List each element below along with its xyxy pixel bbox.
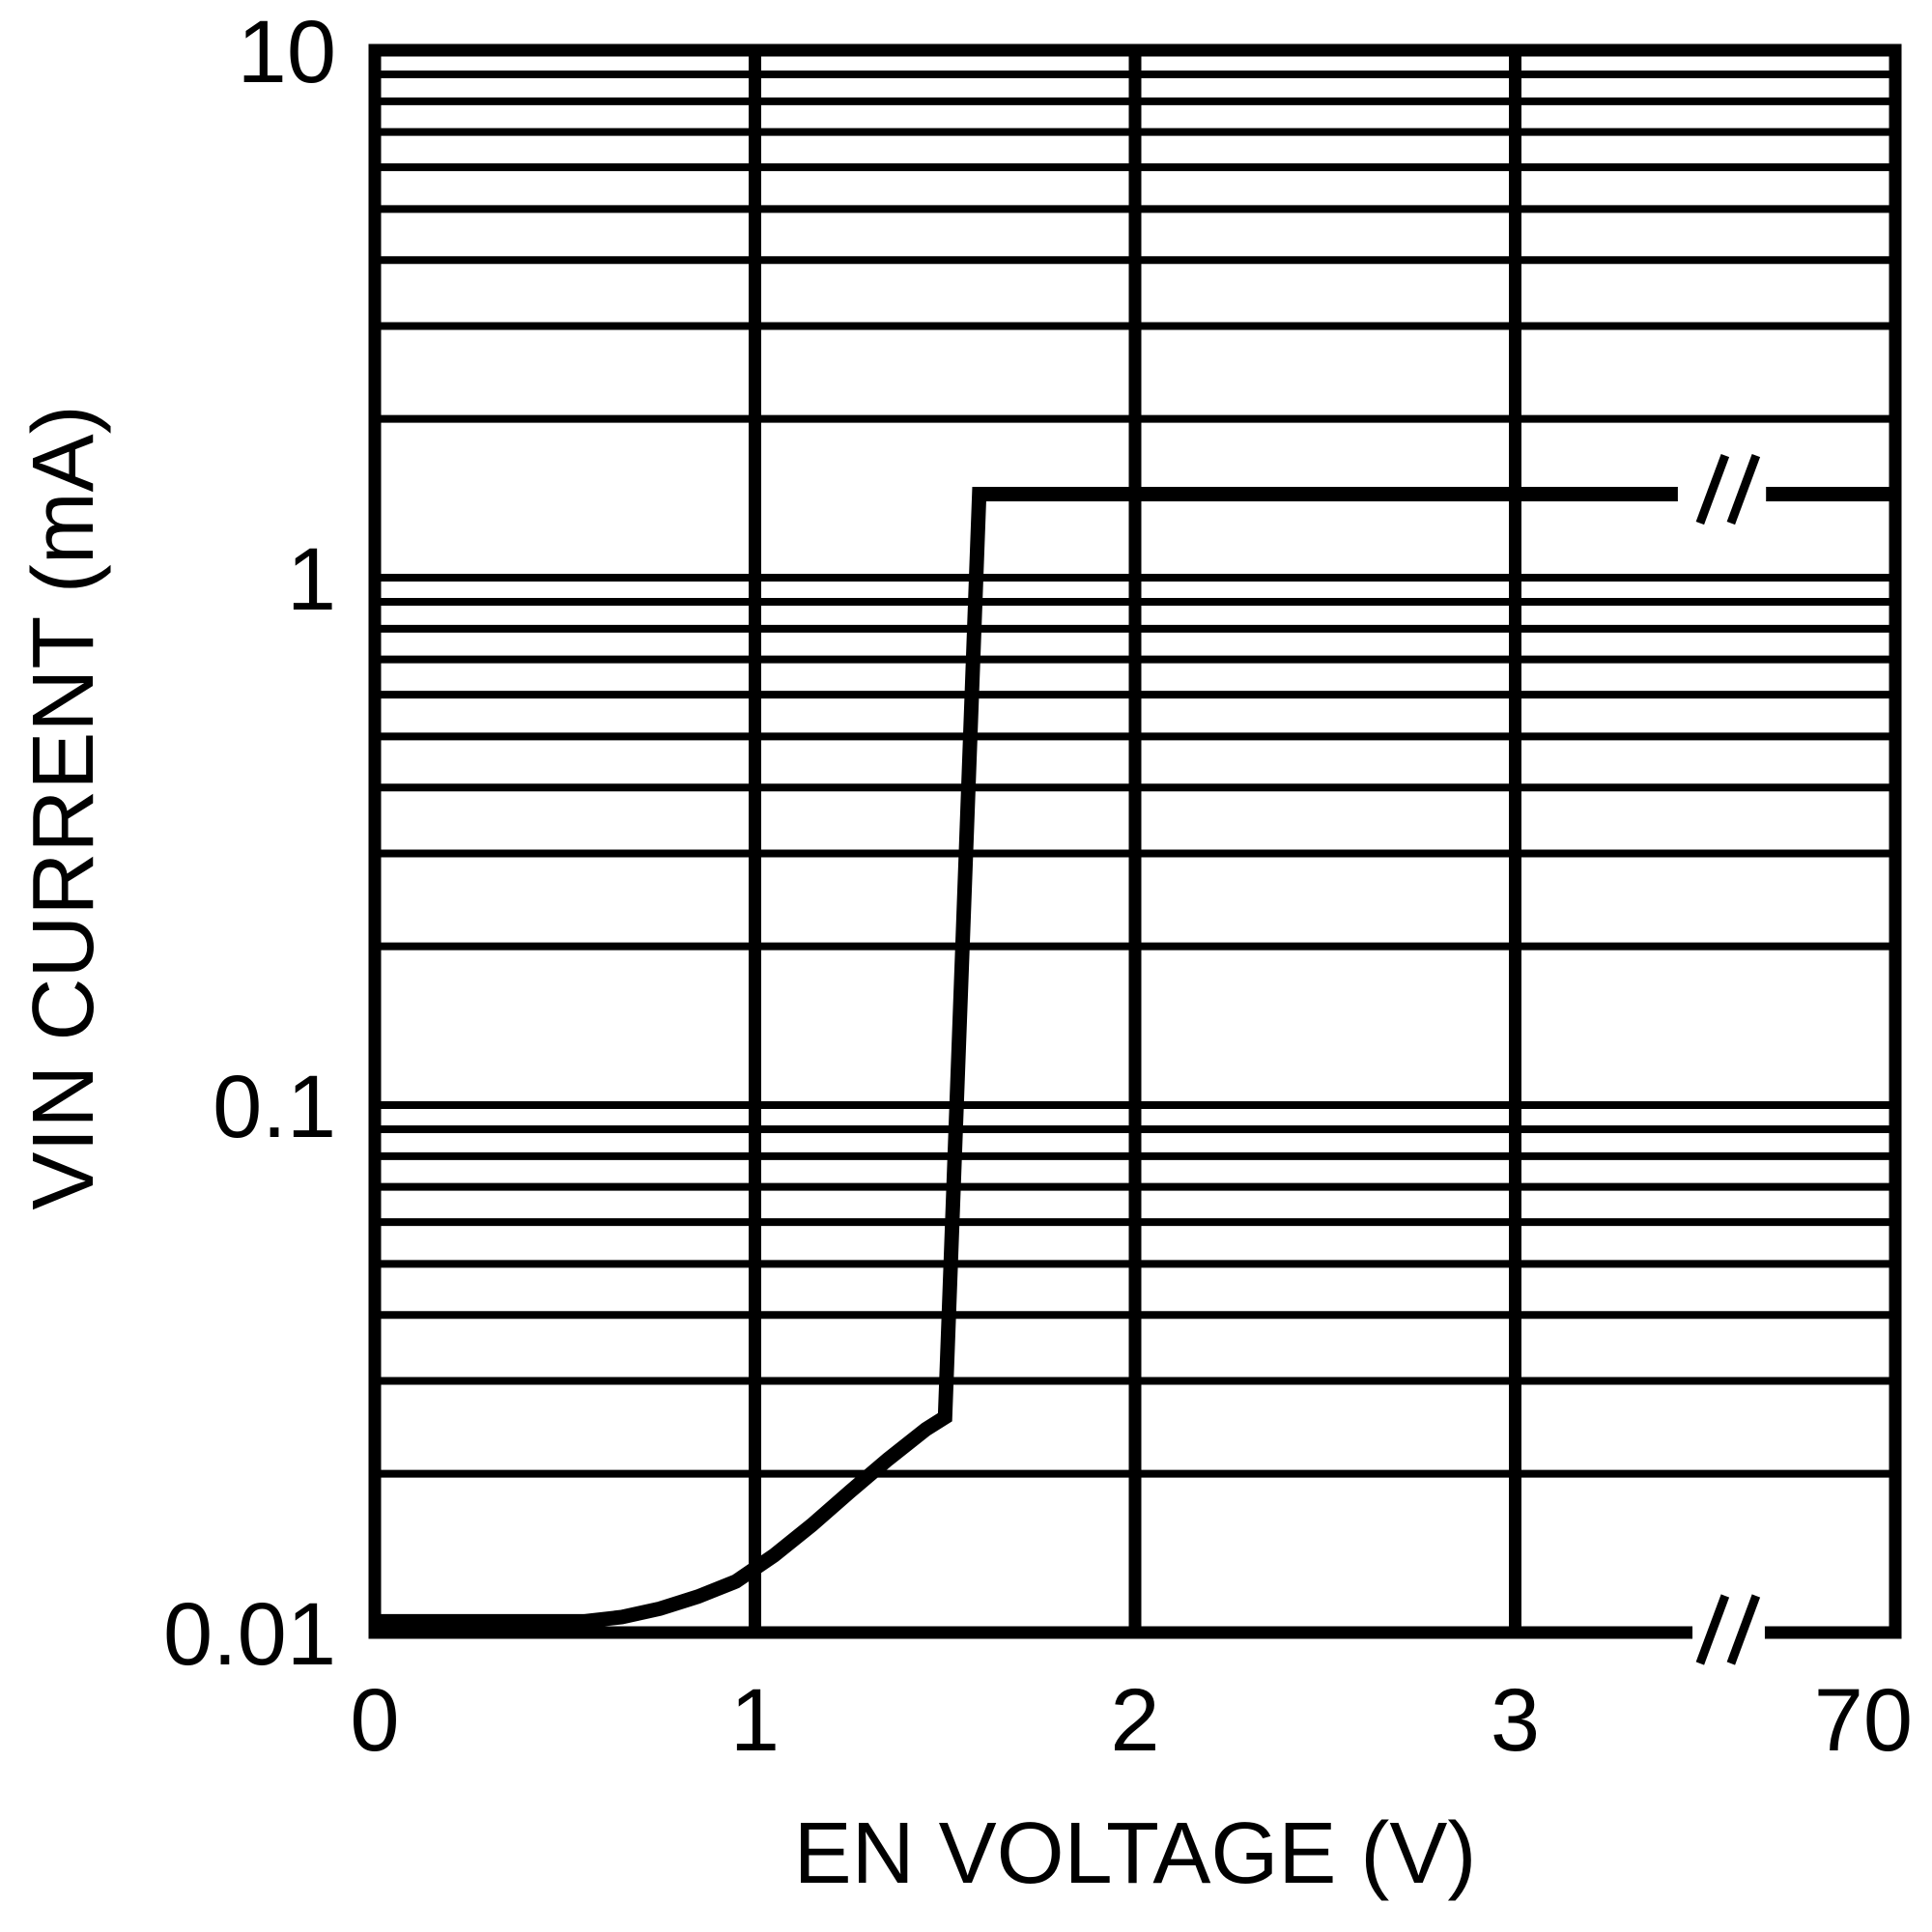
tick-label-layer: 0.01 0.1 1 10 0 1 2 3 70 — [163, 3, 1913, 1770]
curve-break-slash — [1695, 453, 1730, 526]
x-tick-label: 70 — [1814, 1671, 1913, 1770]
y-tick-label: 1 — [287, 530, 336, 629]
x-tick-label: 3 — [1491, 1671, 1540, 1770]
x-tick-label: 2 — [1110, 1671, 1159, 1770]
y-tick-label: 10 — [238, 3, 336, 101]
plot-border — [368, 43, 1902, 1639]
axis-break-slash — [1726, 1594, 1761, 1665]
grid-layer — [375, 50, 1895, 1633]
data-curve — [375, 487, 1895, 1629]
y-tick-label: 0.01 — [163, 1585, 336, 1684]
y-axis-title: VIN CURRENT (mA) — [15, 405, 112, 1209]
x-tick-label: 0 — [350, 1671, 399, 1770]
x-tick-label: 1 — [730, 1671, 780, 1770]
y-tick-label: 0.1 — [213, 1058, 336, 1156]
curve-layer — [375, 453, 1895, 1665]
x-axis-title: EN VOLTAGE (V) — [794, 1805, 1477, 1902]
curve-break-slash — [1726, 453, 1761, 526]
axis-break-slash — [1695, 1594, 1730, 1665]
